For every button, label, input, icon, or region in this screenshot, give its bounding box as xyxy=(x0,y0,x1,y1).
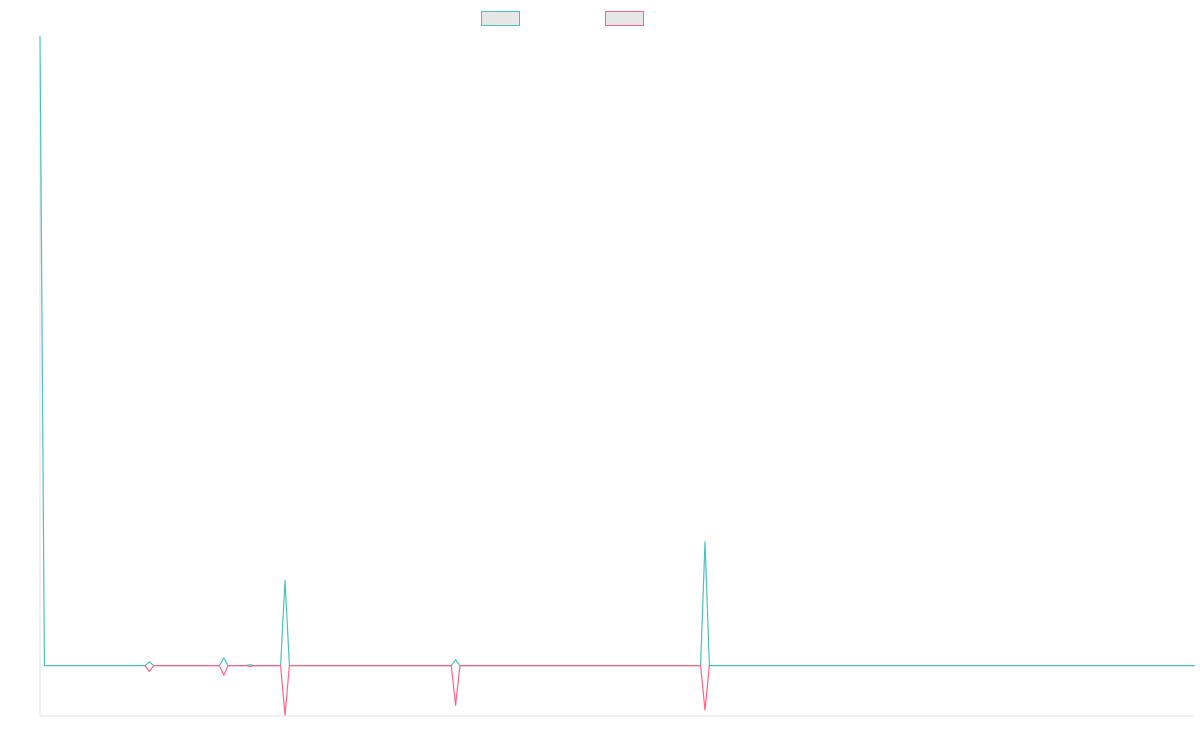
legend-item-2[interactable] xyxy=(605,9,650,27)
series-line-2 xyxy=(144,665,710,716)
chart-series-layer xyxy=(39,35,1195,716)
series-line-1 xyxy=(39,35,1195,667)
legend-swatch-1 xyxy=(481,10,520,26)
legend-swatch-2 xyxy=(605,10,644,26)
chart-axes xyxy=(39,36,1195,717)
legend-item-1[interactable] xyxy=(481,9,526,27)
